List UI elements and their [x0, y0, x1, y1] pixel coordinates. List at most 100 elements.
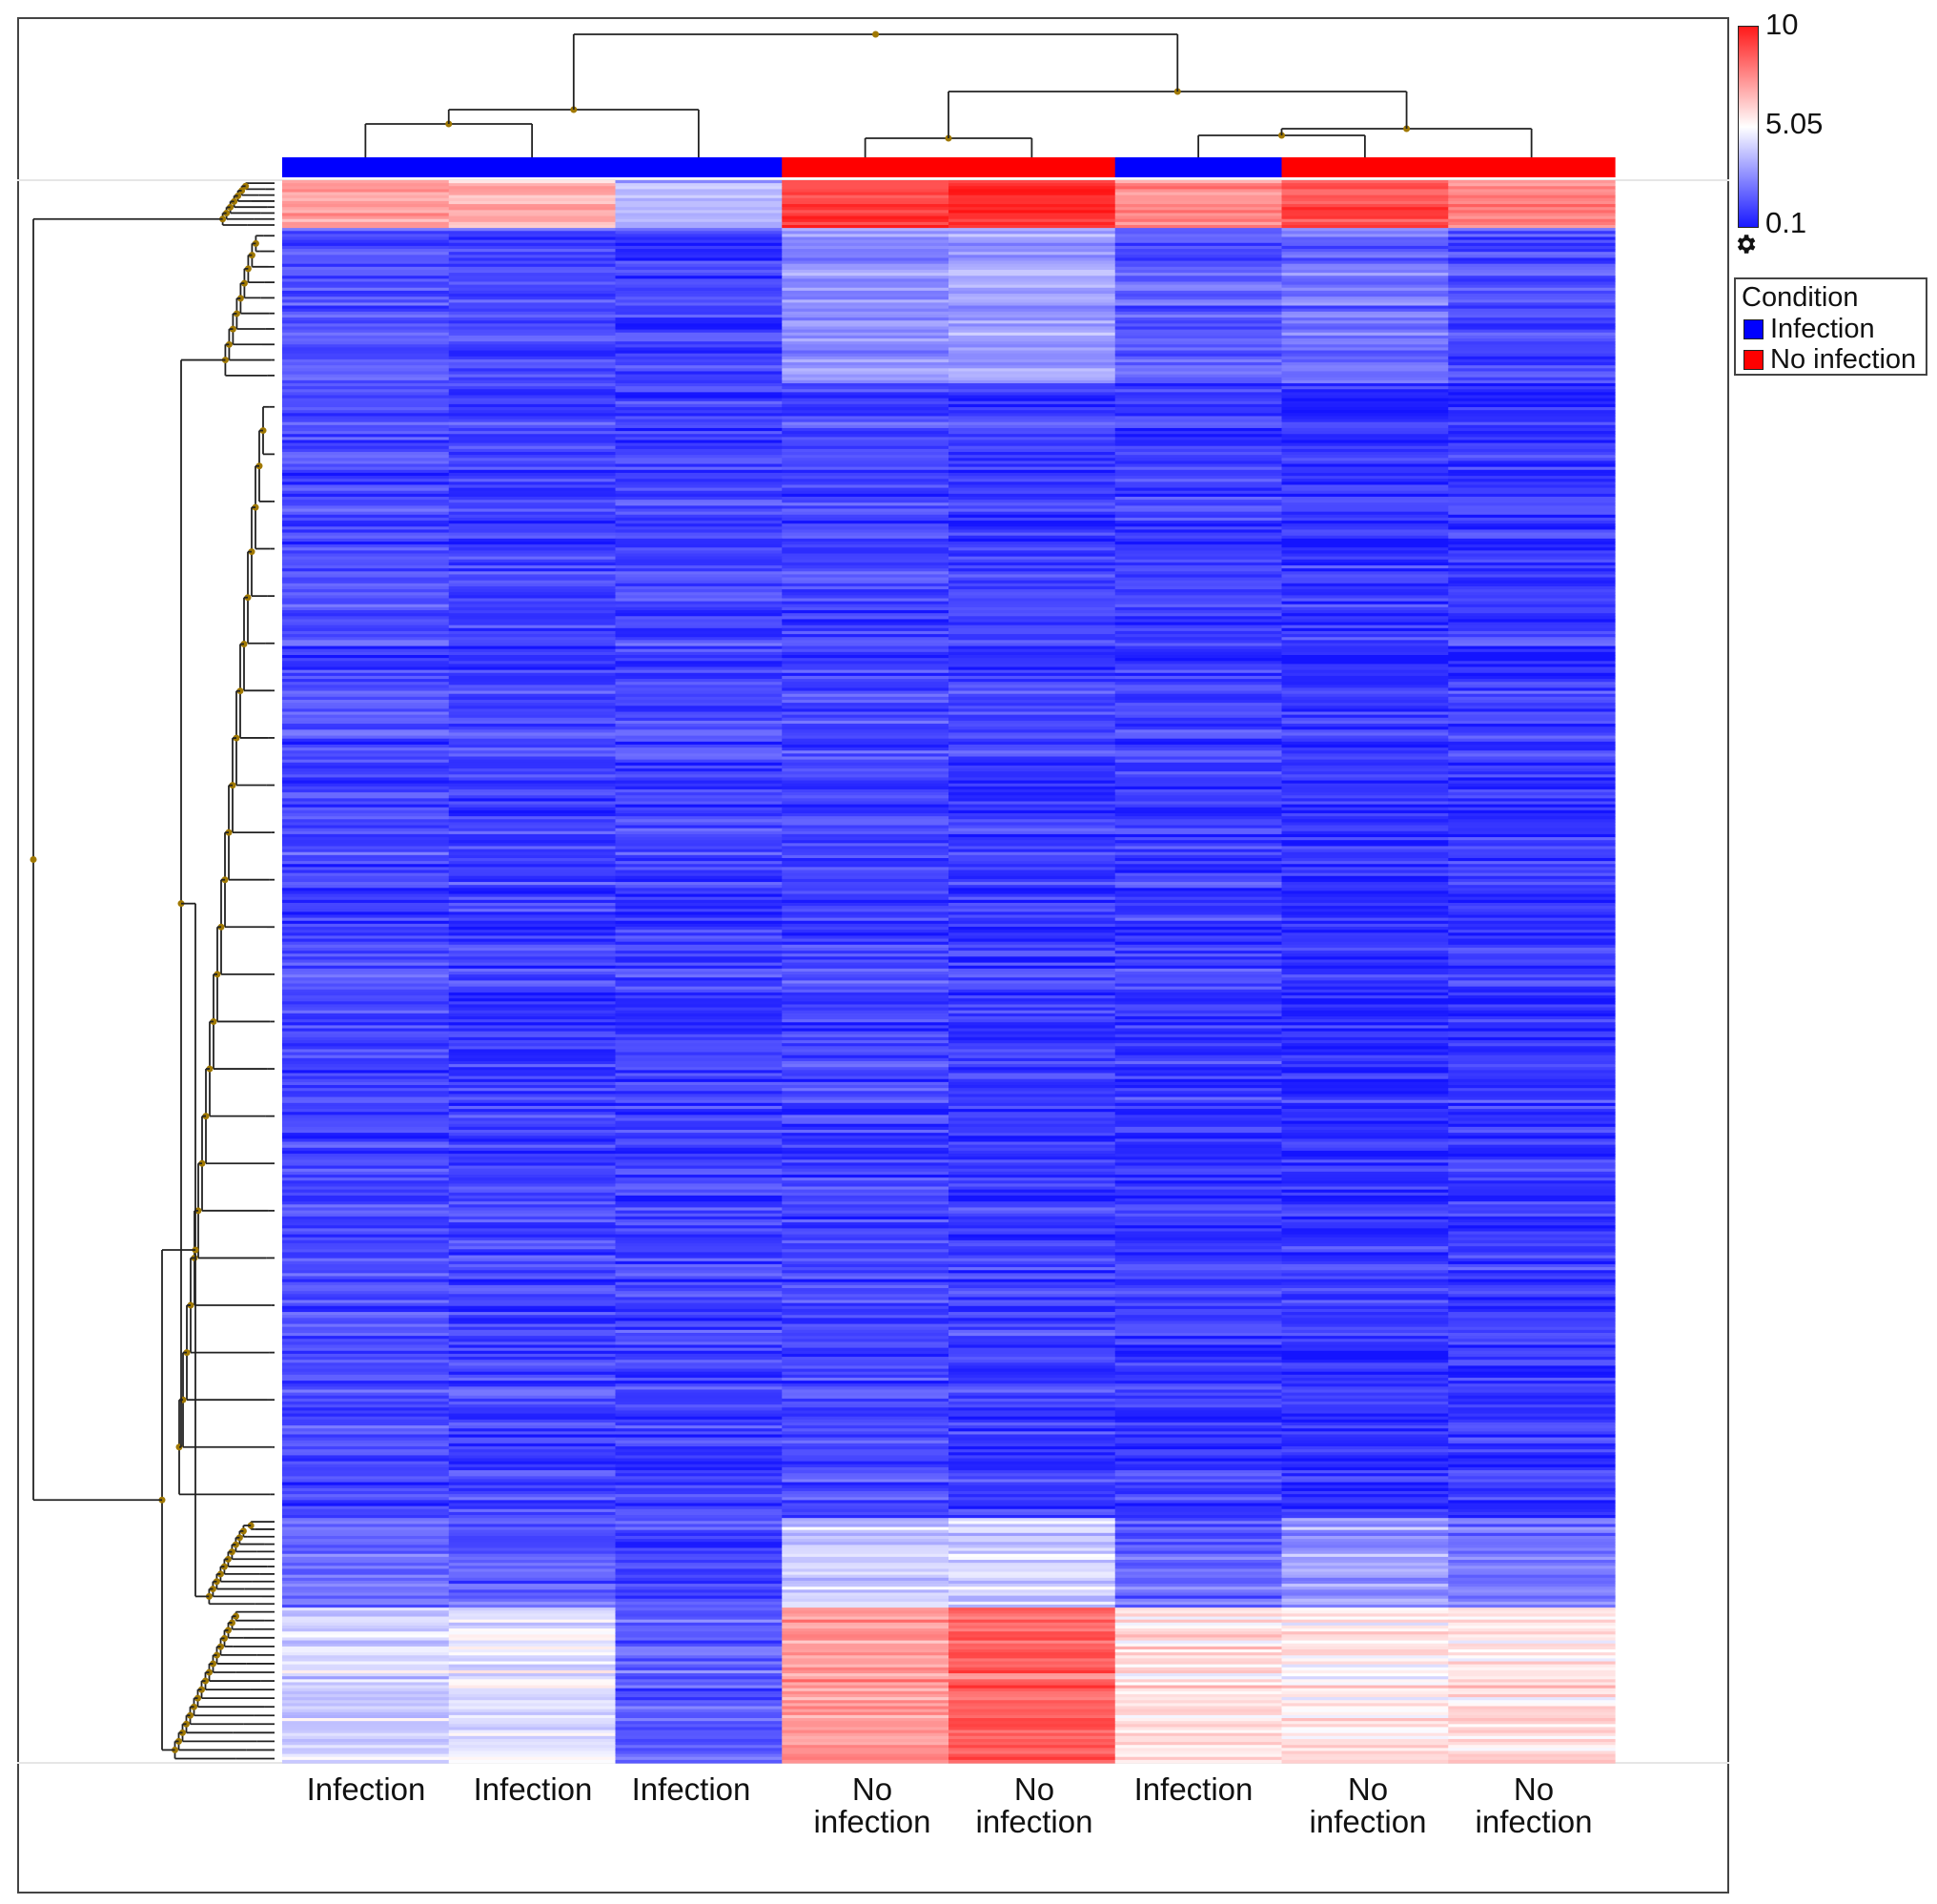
heatmap-cell	[1114, 891, 1283, 895]
heatmap-cell	[1114, 893, 1283, 898]
heatmap-cell	[448, 541, 617, 545]
heatmap-cell	[1281, 329, 1449, 334]
heatmap-cell	[782, 421, 949, 426]
heatmap-cell	[1448, 568, 1616, 572]
heatmap-cell	[282, 768, 450, 772]
heatmap-cell	[948, 458, 1116, 462]
condition-annotation-cell	[948, 157, 1116, 177]
heatmap-cell	[1281, 1374, 1449, 1379]
heatmap-cell	[282, 1073, 450, 1077]
heatmap-cell	[448, 1288, 617, 1292]
heatmap-cell	[615, 729, 783, 734]
heatmap-cell	[448, 1368, 617, 1373]
heatmap-cell	[948, 1159, 1116, 1164]
heatmap-cell	[1448, 487, 1616, 492]
heatmap-cell	[282, 1545, 450, 1549]
heatmap-cell	[948, 729, 1116, 734]
heatmap-cell	[948, 469, 1116, 474]
heatmap-cell	[1448, 1207, 1616, 1212]
heatmap-cell	[948, 239, 1116, 244]
colorbar-tick-max: 10	[1765, 8, 1799, 41]
heatmap-cell	[948, 278, 1116, 283]
heatmap-cell	[1281, 655, 1449, 659]
heatmap-cell	[1114, 281, 1283, 286]
heatmap-cell	[1114, 1440, 1283, 1444]
gear-icon[interactable]	[1733, 232, 1758, 256]
heatmap-cell	[448, 517, 617, 522]
heatmap-cell	[1448, 1524, 1616, 1528]
heatmap-cell	[1281, 637, 1449, 641]
heatmap-cell	[1281, 1357, 1449, 1361]
heatmap-cell	[948, 1276, 1116, 1280]
heatmap-cell	[1114, 386, 1283, 390]
heatmap-cell	[1281, 207, 1449, 211]
heatmap-cell	[1281, 197, 1449, 202]
heatmap-cell	[1114, 986, 1283, 991]
heatmap-cell	[282, 685, 450, 689]
heatmap-cell	[1281, 1064, 1449, 1068]
heatmap-cell	[782, 1318, 949, 1322]
heatmap-cell	[948, 1455, 1116, 1460]
heatmap-cell	[448, 840, 617, 844]
heatmap-cell	[1114, 1267, 1283, 1271]
heatmap-cell	[1281, 1413, 1449, 1418]
heatmap-cell	[948, 1580, 1116, 1585]
heatmap-cell	[1281, 846, 1449, 850]
heatmap-cell	[615, 923, 783, 928]
heatmap-cell	[1448, 1168, 1616, 1173]
heatmap-cell	[448, 1556, 617, 1561]
heatmap-cell	[1114, 1288, 1283, 1292]
heatmap-cell	[782, 592, 949, 596]
heatmap-cell	[282, 362, 450, 366]
heatmap-cell	[282, 822, 450, 827]
heatmap-cell	[948, 595, 1116, 600]
heatmap-cell	[615, 995, 783, 999]
heatmap-cell	[782, 738, 949, 743]
heatmap-cell	[1281, 1237, 1449, 1241]
heatmap-cell	[448, 466, 617, 471]
heatmap-cell	[1281, 463, 1449, 468]
heatmap-cell	[1448, 1625, 1616, 1629]
heatmap-cell	[948, 493, 1116, 498]
heatmap-cell	[948, 571, 1116, 576]
heatmap-cell	[1448, 1535, 1616, 1540]
heatmap-cell	[1448, 640, 1616, 645]
heatmap-cell	[448, 685, 617, 689]
heatmap-cell	[282, 371, 450, 376]
heatmap-cell	[1448, 992, 1616, 996]
heatmap-cell	[448, 374, 617, 379]
heatmap-cell	[282, 1392, 450, 1397]
heatmap-cell	[1114, 448, 1283, 453]
heatmap-cell	[1448, 1049, 1616, 1054]
heatmap-cell	[1448, 813, 1616, 817]
heatmap-cell	[948, 353, 1116, 358]
heatmap-cell	[282, 463, 450, 468]
heatmap-cell	[1114, 669, 1283, 674]
heatmap-cell	[1114, 622, 1283, 626]
heatmap-cell	[1448, 535, 1616, 540]
heatmap-cell	[782, 780, 949, 785]
heatmap-cell	[782, 257, 949, 262]
heatmap-cell	[615, 1326, 783, 1331]
heatmap-cell	[782, 1455, 949, 1460]
heatmap-cell	[282, 180, 450, 184]
heatmap-cell	[1448, 1294, 1616, 1298]
heatmap-cell	[448, 965, 617, 970]
heatmap-cell	[448, 1365, 617, 1370]
heatmap-cell	[782, 833, 949, 838]
heatmap-cell	[615, 1302, 783, 1307]
legend-title: Condition	[1742, 282, 1859, 313]
heatmap-cell	[282, 1521, 450, 1525]
heatmap-cell	[448, 846, 617, 850]
heatmap-cell	[948, 1625, 1116, 1629]
heatmap-cell	[1281, 1625, 1449, 1629]
heatmap-cell	[282, 1466, 450, 1471]
heatmap-cell	[615, 998, 783, 1002]
heatmap-cell	[615, 1365, 783, 1370]
heatmap-cell	[1114, 606, 1283, 611]
heatmap-cell	[782, 186, 949, 190]
heatmap-cell	[448, 780, 617, 785]
heatmap-cell	[948, 341, 1116, 345]
heatmap-cell	[448, 329, 617, 334]
heatmap-cell	[615, 640, 783, 645]
